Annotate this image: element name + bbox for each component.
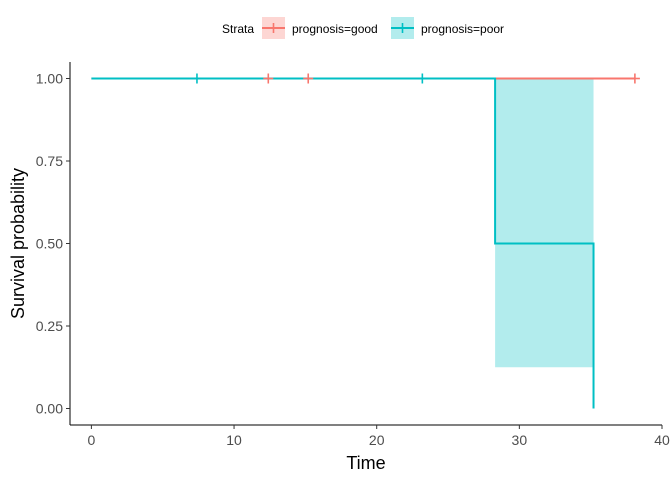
confidence-bands	[495, 78, 594, 368]
censor-mark	[303, 73, 314, 84]
axes: 0 10 20 30 40 0.00 0.25 0.50 0.75 1.00 Time Surviva…	[8, 62, 670, 473]
legend-label: prognosis=poor	[421, 22, 504, 36]
survival-curve-1	[91, 77, 595, 409]
survival-curves	[91, 77, 635, 409]
legend-item: prognosis=good	[262, 17, 378, 39]
x-tick-label: 30	[512, 432, 528, 448]
legend: Strata prognosis=good prognosis=poor	[222, 17, 504, 39]
y-axis-title: Survival probability	[8, 168, 28, 319]
legend-title: Strata	[222, 22, 254, 36]
censor-marks	[191, 73, 640, 84]
y-tick-label: 0.75	[36, 153, 63, 169]
y-tick-label: 0.50	[36, 236, 63, 252]
y-tick-label: 0.25	[36, 318, 63, 334]
x-tick-label: 10	[226, 432, 242, 448]
censor-mark	[263, 73, 274, 84]
legend-item: prognosis=poor	[391, 17, 504, 39]
y-tick-label: 0.00	[36, 401, 63, 417]
censor-mark	[417, 73, 428, 84]
x-tick-label: 40	[654, 432, 670, 448]
x-axis-title: Time	[346, 453, 385, 473]
legend-label: prognosis=good	[292, 22, 378, 36]
y-tick-label: 1.00	[36, 71, 63, 87]
censor-mark	[629, 73, 640, 84]
x-tick-label: 20	[369, 432, 385, 448]
confidence-band-1-0	[495, 78, 594, 368]
x-tick-label: 0	[87, 432, 95, 448]
censor-mark	[191, 73, 202, 84]
